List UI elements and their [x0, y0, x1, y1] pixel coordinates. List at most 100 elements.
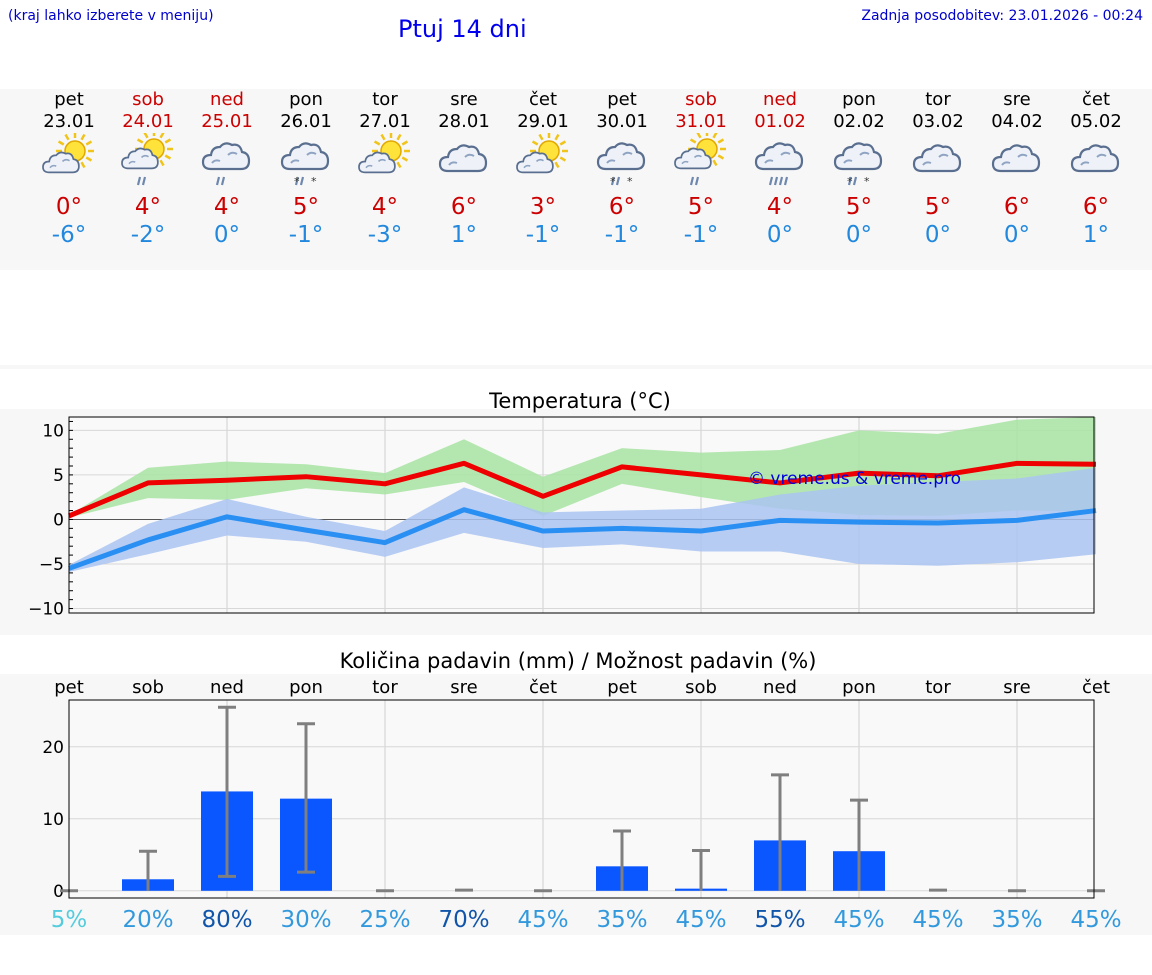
max-temperature: 4° [371, 194, 399, 220]
day-date: 05.02 [1070, 111, 1122, 132]
day-name: sob [685, 89, 717, 110]
day-name: tor [372, 89, 398, 110]
day-column: sre 28.01 6° 1° [425, 89, 504, 249]
watermark: © vreme.us & vreme.pro [748, 469, 961, 489]
day-column: tor 27.01 4° -3° [346, 89, 425, 249]
precipitation-chart: Količina padavin (mm) / Možnost padavin … [42, 649, 1121, 933]
x-category-label: sob [685, 677, 717, 698]
min-temperature: -6° [51, 222, 87, 248]
day-column: ned 01.02 4° 0° [741, 89, 820, 249]
max-temperature: 5° [292, 194, 320, 220]
precipitation-probability: 20% [122, 907, 173, 933]
x-category-label: ned [210, 677, 244, 698]
day-name: čet [1081, 89, 1111, 110]
day-name: sob [132, 89, 164, 110]
chart-title: Temperatura (°C) [488, 389, 671, 413]
day-column: tor 03.02 5° 0° [899, 89, 978, 249]
day-date: 23.01 [43, 111, 95, 132]
day-name: čet [528, 89, 558, 110]
day-date: 01.02 [754, 111, 806, 132]
precipitation-probability: 35% [991, 907, 1042, 933]
precipitation-probability: 45% [912, 907, 963, 933]
day-column: sob 24.01 4° -2° [109, 89, 188, 249]
day-column: sre 04.02 6° 0° [978, 89, 1057, 249]
plot-frame [68, 416, 1095, 614]
x-category-label: sre [450, 677, 477, 698]
temperature-chart: −10 −5 0 5 10 © vreme.us & vreme.pro Temperatu… [28, 389, 1097, 620]
day-date: 25.01 [201, 111, 253, 132]
min-temperature: -1° [525, 222, 561, 248]
svg-text:*: * [864, 175, 870, 188]
min-temperature: -1° [604, 222, 640, 248]
day-date: 30.01 [596, 111, 648, 132]
min-temperature-band [69, 467, 1096, 573]
precipitation-probability: 45% [675, 907, 726, 933]
min-temperature: -3° [367, 222, 403, 248]
last-updated: Zadnja posodobitev: 23.01.2026 - 00:24 [861, 8, 1143, 24]
cloud-icon [1057, 133, 1136, 191]
x-category-label: pon [289, 677, 323, 698]
x-category-label: pet [54, 677, 84, 698]
day-name: ned [210, 89, 244, 110]
x-category-label: tor [925, 677, 951, 698]
chart-title: Količina padavin (mm) / Možnost padavin … [340, 649, 817, 673]
cloud-sleet-icon: * * [583, 133, 662, 191]
max-temperature: 5° [924, 194, 952, 220]
max-temperature: 0° [55, 194, 83, 220]
svg-text:*: * [311, 175, 317, 188]
max-temperature-line [68, 460, 1097, 519]
precipitation-probability: 30% [280, 907, 331, 933]
cloud-icon [978, 133, 1057, 191]
cloud-rain-icon [188, 133, 267, 191]
x-category-label: tor [372, 677, 398, 698]
x-category-label: pon [842, 677, 876, 698]
day-column: pet 30.01 * * 6° -1° [583, 89, 662, 249]
min-temperature: 1° [1082, 222, 1110, 248]
day-date: 03.02 [912, 111, 964, 132]
precipitation-probability: 55% [754, 907, 805, 933]
y-tick-label: −10 [28, 600, 64, 620]
day-column: pon 02.02 * * 5° 0° [820, 89, 899, 249]
day-column: čet 29.01 3° -1° [504, 89, 583, 249]
sun-cloud-icon [504, 132, 583, 191]
min-temperature: 0° [1003, 222, 1031, 248]
min-temperature-line [68, 507, 1097, 571]
day-date: 27.01 [359, 111, 411, 132]
min-temperature: 0° [213, 222, 241, 248]
day-column: ned 25.01 4° 0° [188, 89, 267, 249]
precipitation-probability: 45% [1070, 907, 1121, 933]
max-temperature: 6° [1003, 194, 1031, 220]
min-temperature: 0° [924, 222, 952, 248]
day-name: ned [763, 89, 797, 110]
day-column: pet 23.01 0° -6° [30, 89, 109, 249]
location-menu-hint: (kraj lahko izberete v meniju) [8, 8, 214, 24]
precipitation-probability: 5% [51, 907, 88, 933]
plot-frame [68, 699, 1095, 899]
sun-cloud-rain-icon [109, 130, 188, 191]
day-date: 04.02 [991, 111, 1043, 132]
x-category-label: pet [607, 677, 637, 698]
day-name: tor [925, 89, 951, 110]
day-date: 29.01 [517, 111, 569, 132]
max-temperature: 6° [1082, 194, 1110, 220]
svg-text:*: * [610, 175, 616, 188]
precipitation-probability: 45% [833, 907, 884, 933]
sun-cloud-icon [346, 132, 425, 191]
page-title: Ptuj 14 dni [398, 15, 527, 43]
sun-cloud-rain-icon [662, 130, 741, 191]
day-date: 26.01 [280, 111, 332, 132]
day-name: sre [450, 89, 478, 110]
x-category-label: sre [1003, 677, 1030, 698]
max-temperature: 6° [608, 194, 636, 220]
x-category-label: čet [529, 677, 557, 698]
divider [0, 365, 1152, 369]
y-tick-label: −5 [39, 555, 64, 575]
precipitation-probability: 45% [517, 907, 568, 933]
min-temperature: 1° [450, 222, 478, 248]
min-temperature: -1° [288, 222, 324, 248]
min-temperature: 0° [845, 222, 873, 248]
day-date: 31.01 [675, 111, 727, 132]
day-date: 24.01 [122, 111, 174, 132]
day-name: sre [1003, 89, 1031, 110]
x-category-label: čet [1082, 677, 1110, 698]
